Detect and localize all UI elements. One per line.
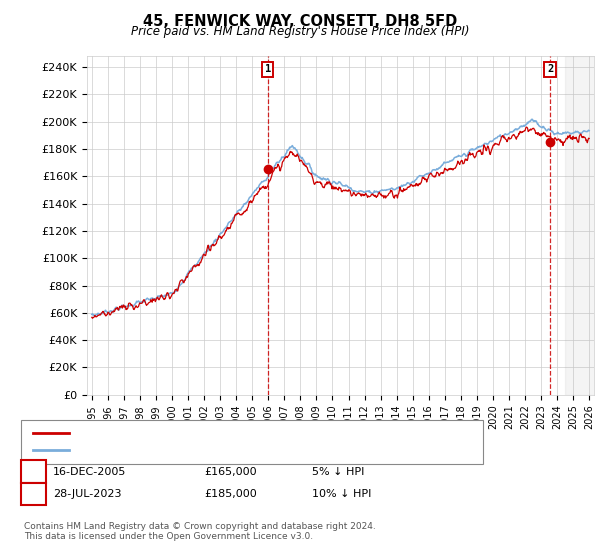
Text: 28-JUL-2023: 28-JUL-2023: [53, 489, 121, 499]
Text: 45, FENWICK WAY, CONSETT, DH8 5FD: 45, FENWICK WAY, CONSETT, DH8 5FD: [143, 14, 457, 29]
Text: 16-DEC-2005: 16-DEC-2005: [53, 466, 126, 477]
Text: 5% ↓ HPI: 5% ↓ HPI: [312, 466, 364, 477]
Text: £165,000: £165,000: [204, 466, 257, 477]
Text: 2: 2: [30, 489, 37, 499]
Text: £185,000: £185,000: [204, 489, 257, 499]
Text: 2: 2: [547, 64, 553, 74]
Bar: [565, 56, 597, 395]
Text: 10% ↓ HPI: 10% ↓ HPI: [312, 489, 371, 499]
Text: Price paid vs. HM Land Registry's House Price Index (HPI): Price paid vs. HM Land Registry's House …: [131, 25, 469, 38]
Text: HPI: Average price, detached house, County Durham: HPI: Average price, detached house, Coun…: [76, 445, 352, 455]
Text: 1: 1: [265, 64, 271, 74]
Text: 1: 1: [30, 466, 37, 477]
Text: 45, FENWICK WAY, CONSETT, DH8 5FD (detached house): 45, FENWICK WAY, CONSETT, DH8 5FD (detac…: [76, 428, 372, 438]
Text: Contains HM Land Registry data © Crown copyright and database right 2024.
This d: Contains HM Land Registry data © Crown c…: [24, 522, 376, 542]
